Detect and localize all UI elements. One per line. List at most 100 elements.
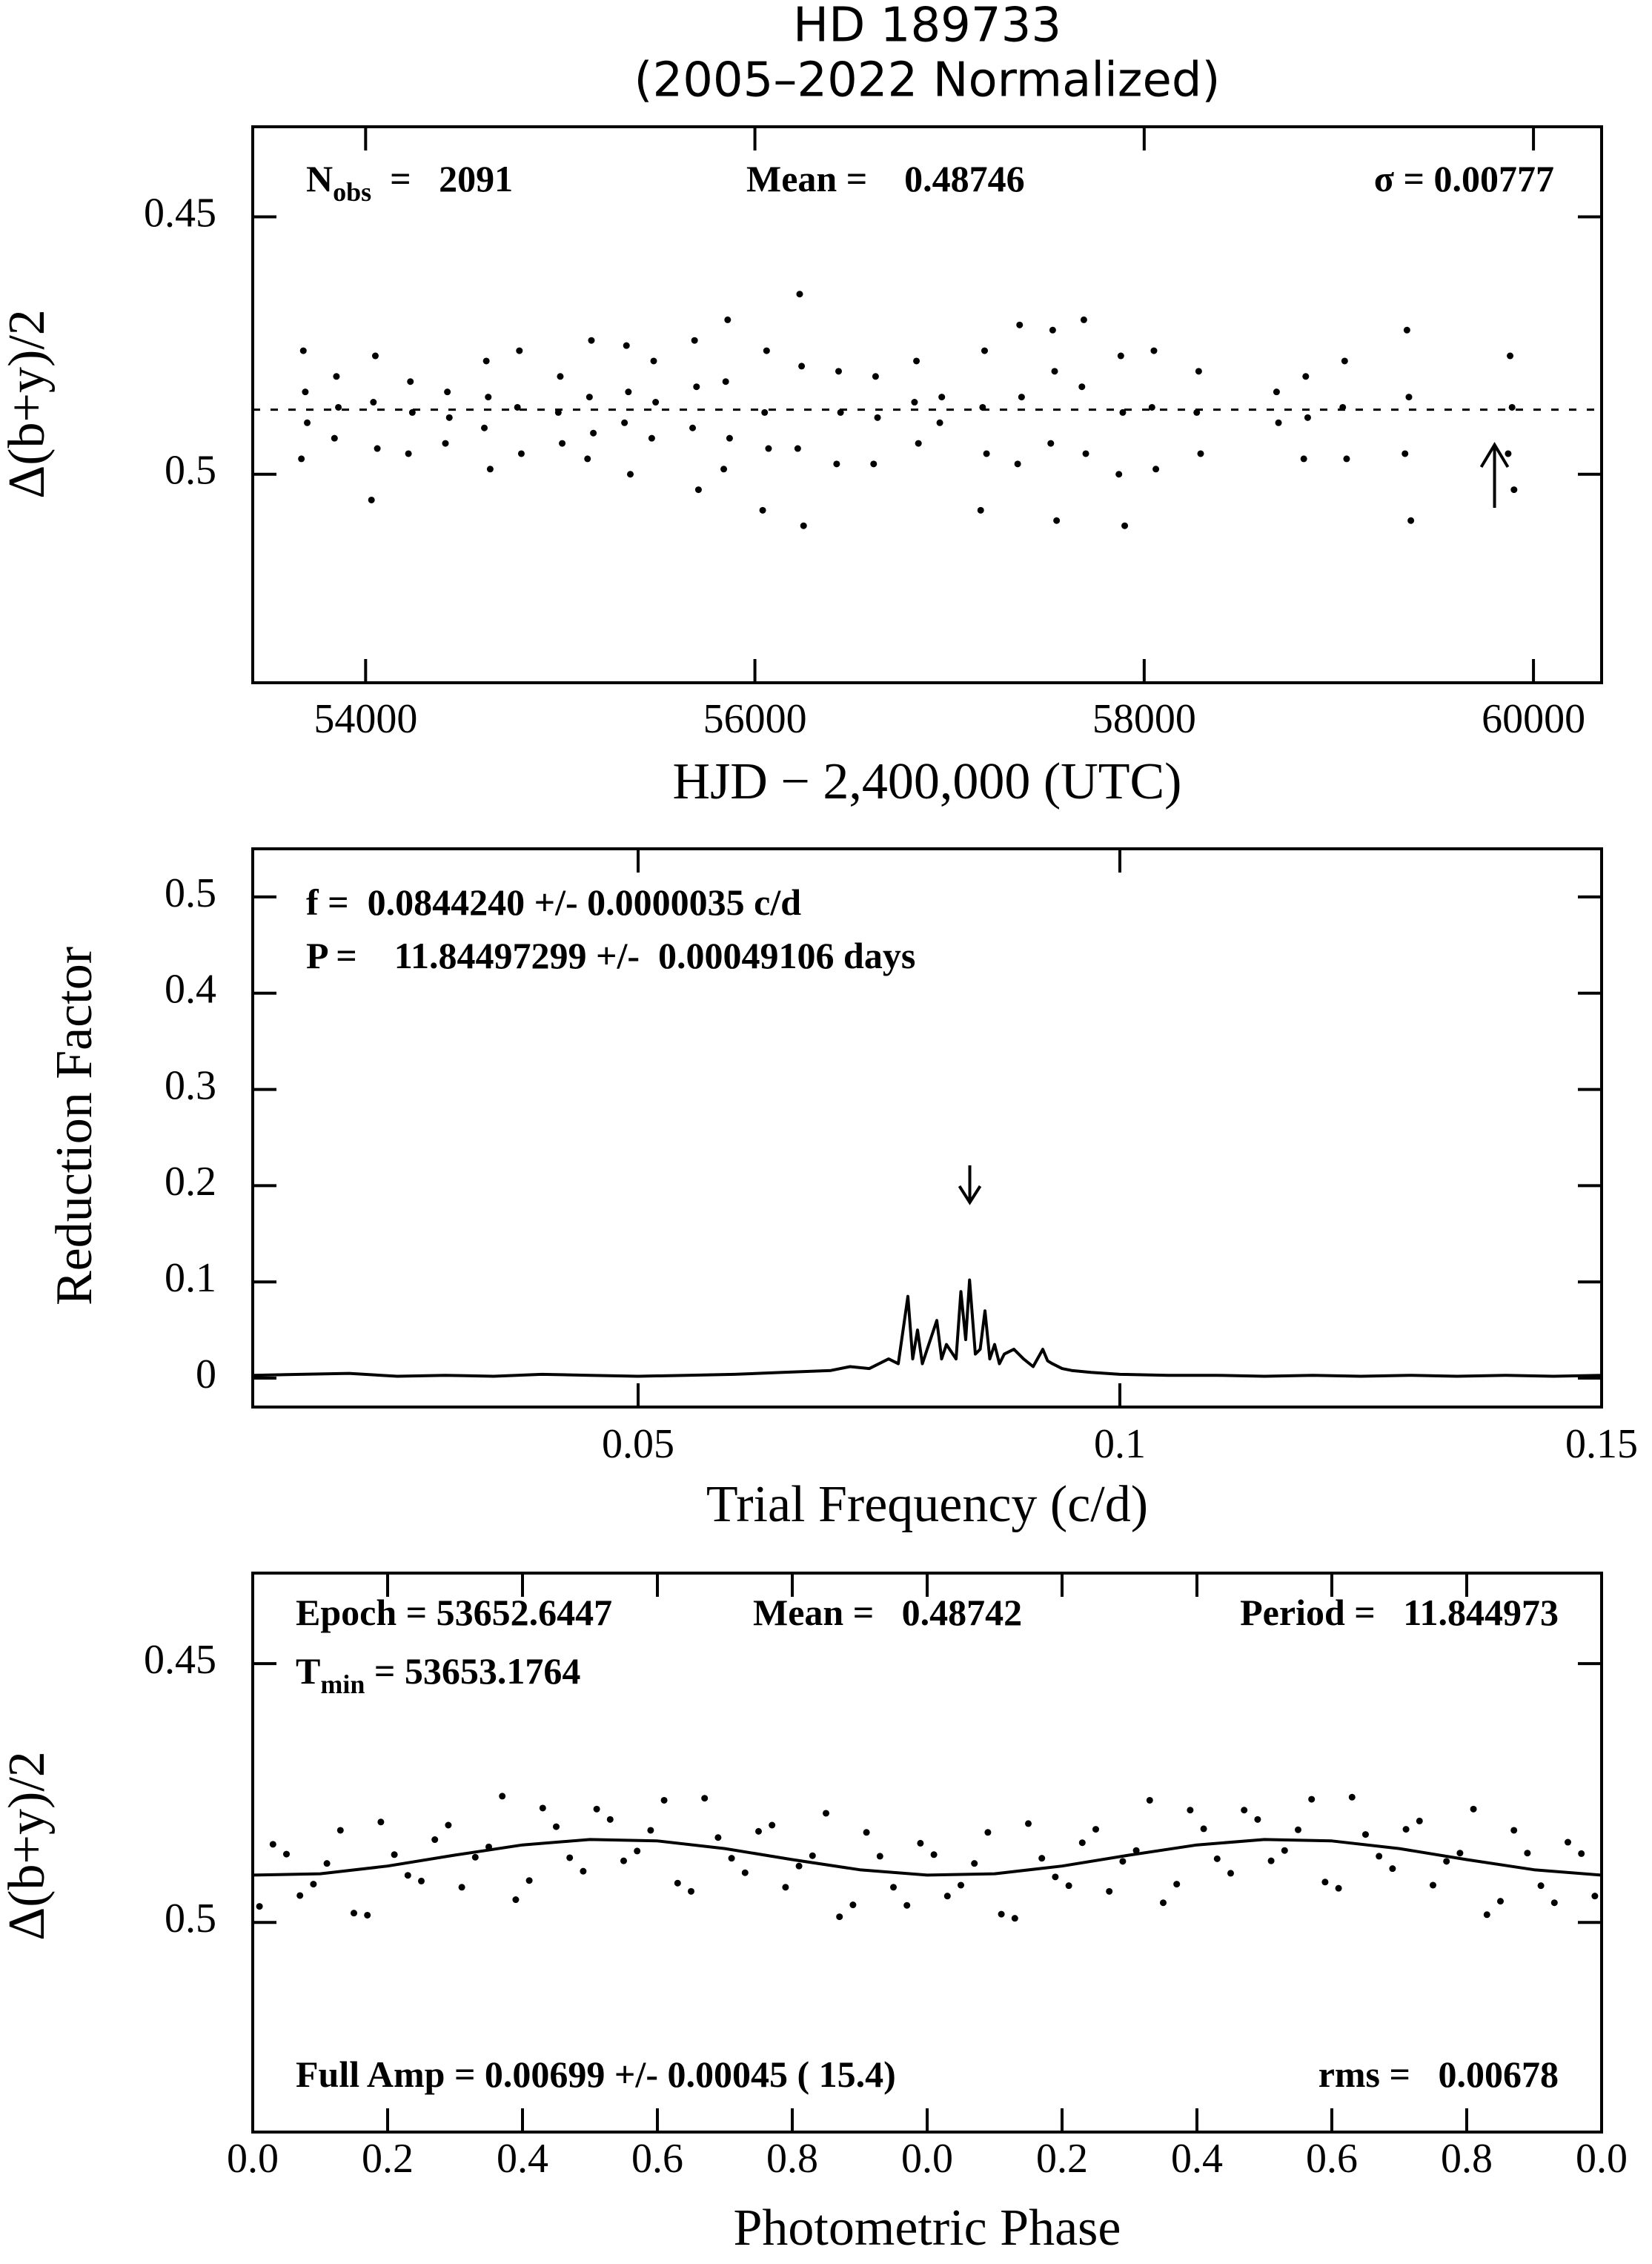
data-point bbox=[1119, 1858, 1127, 1865]
data-point bbox=[391, 1851, 398, 1858]
x-tick-label: 0.2 bbox=[362, 2136, 414, 2182]
annotation-part: P = 11.84497299 +/- 0.00049106 days bbox=[306, 935, 915, 976]
data-point bbox=[650, 357, 657, 365]
data-point bbox=[714, 1834, 722, 1841]
data-point bbox=[625, 388, 632, 396]
data-point bbox=[302, 388, 309, 396]
data-point bbox=[1389, 1865, 1396, 1873]
annotation-part: obs bbox=[333, 177, 371, 207]
data-point bbox=[623, 342, 630, 349]
data-point bbox=[794, 445, 801, 452]
annotation: P = 11.84497299 +/- 0.00049106 days bbox=[306, 935, 915, 976]
data-point bbox=[688, 1887, 694, 1895]
data-point bbox=[407, 378, 414, 385]
data-point bbox=[299, 347, 307, 354]
data-point bbox=[674, 1879, 681, 1887]
data-point bbox=[795, 1862, 803, 1870]
data-point bbox=[621, 419, 628, 426]
x-tick-label: 0.15 bbox=[1565, 1421, 1638, 1467]
annotation: Epoch = 53652.6447 bbox=[296, 1592, 612, 1633]
data-point bbox=[1508, 403, 1516, 411]
data-point bbox=[481, 424, 488, 431]
data-point bbox=[765, 445, 772, 452]
panel: 0.45 0.5 54000 56000 58000 60000 HJD − 2,400,0… bbox=[0, 125, 1603, 810]
data-point bbox=[1025, 1820, 1032, 1827]
data-point bbox=[471, 1853, 479, 1861]
data-point bbox=[331, 434, 338, 442]
data-point bbox=[1443, 1858, 1450, 1865]
periodogram-line bbox=[252, 1278, 1602, 1378]
data-point bbox=[445, 414, 453, 421]
data-point bbox=[1078, 1839, 1086, 1847]
data-point bbox=[634, 1847, 641, 1855]
data-point bbox=[374, 445, 381, 452]
data-point bbox=[580, 1867, 587, 1875]
data-point bbox=[930, 1851, 938, 1858]
fit-curve bbox=[252, 1838, 1602, 1877]
panel: 0 0.1 0.2 0.3 0.4 0.5 0.05 0.1 0.15 Trial Frequen… bbox=[46, 847, 1638, 1533]
data-point bbox=[741, 1869, 749, 1876]
data-point bbox=[1152, 466, 1160, 473]
data-point bbox=[1049, 326, 1056, 334]
data-point bbox=[938, 394, 946, 401]
annotation: σ = 0.00777 bbox=[1374, 158, 1554, 199]
data-point bbox=[1018, 394, 1025, 401]
data-point bbox=[620, 1857, 627, 1864]
data-point bbox=[512, 1896, 520, 1904]
data-point bbox=[559, 440, 566, 447]
data-point bbox=[1510, 486, 1518, 494]
data-point bbox=[1038, 1855, 1046, 1862]
data-point bbox=[606, 1815, 614, 1823]
data-point bbox=[1302, 373, 1310, 380]
data-point bbox=[445, 1821, 452, 1829]
data-point bbox=[890, 1884, 897, 1891]
data-point bbox=[1505, 450, 1512, 457]
data-point bbox=[1402, 1826, 1410, 1833]
data-point bbox=[1200, 1825, 1207, 1833]
data-point bbox=[870, 460, 878, 468]
data-point bbox=[335, 403, 342, 411]
data-point bbox=[701, 1795, 709, 1802]
data-point bbox=[1080, 316, 1087, 323]
annotation: Full Amp = 0.00699 +/- 0.00045 ( 15.4) bbox=[296, 2053, 896, 2095]
x-tick-label: 0.0 bbox=[901, 2136, 953, 2182]
annotation-part: Mean = 0.48746 bbox=[746, 158, 1025, 199]
annotation-part: Period = 11.844973 bbox=[1240, 1592, 1559, 1633]
data-point bbox=[911, 399, 918, 406]
data-point bbox=[444, 388, 451, 396]
panel: 0.45 0.5 0.0 0.2 0.4 0.6 0.8 0.0 0.2 0.4 0.6 0.8 0.0… bbox=[0, 1572, 1628, 2257]
x-axis-title: Photometric Phase bbox=[734, 2200, 1121, 2257]
annotation: Nobs = 2091 bbox=[306, 158, 513, 207]
data-point bbox=[364, 1911, 371, 1919]
annotation-part: Epoch = 53652.6447 bbox=[296, 1592, 612, 1633]
data-point bbox=[418, 1877, 425, 1884]
data-point bbox=[694, 486, 702, 494]
data-point bbox=[1362, 1831, 1369, 1838]
y-tick-label: 0.3 bbox=[165, 1062, 216, 1108]
x-tick-label: 60000 bbox=[1482, 696, 1585, 742]
data-point bbox=[296, 1892, 304, 1899]
annotation: Tmin = 53653.1764 bbox=[296, 1650, 580, 1699]
data-point bbox=[539, 1804, 546, 1812]
data-point bbox=[903, 1901, 911, 1909]
data-point bbox=[823, 1810, 829, 1817]
annotation-part: min bbox=[320, 1669, 365, 1699]
data-point bbox=[1173, 1881, 1181, 1888]
data-point bbox=[1497, 1898, 1504, 1905]
x-axis-title: HJD − 2,400,000 (UTC) bbox=[673, 753, 1182, 810]
data-point bbox=[1405, 394, 1413, 401]
data-point bbox=[333, 373, 340, 380]
data-point bbox=[256, 1903, 263, 1910]
data-point bbox=[693, 383, 700, 391]
data-point bbox=[283, 1850, 290, 1858]
y-axis-title: Reduction Factor bbox=[46, 947, 103, 1305]
data-point bbox=[1082, 450, 1089, 457]
data-point bbox=[1011, 1915, 1018, 1922]
data-point bbox=[1047, 440, 1055, 447]
data-point bbox=[1295, 1826, 1301, 1833]
data-point bbox=[442, 440, 449, 447]
x-tick-label: 0.8 bbox=[1441, 2136, 1493, 2182]
data-point bbox=[796, 291, 803, 298]
data-point bbox=[370, 399, 377, 406]
y-tick-label: 0.2 bbox=[165, 1159, 216, 1205]
